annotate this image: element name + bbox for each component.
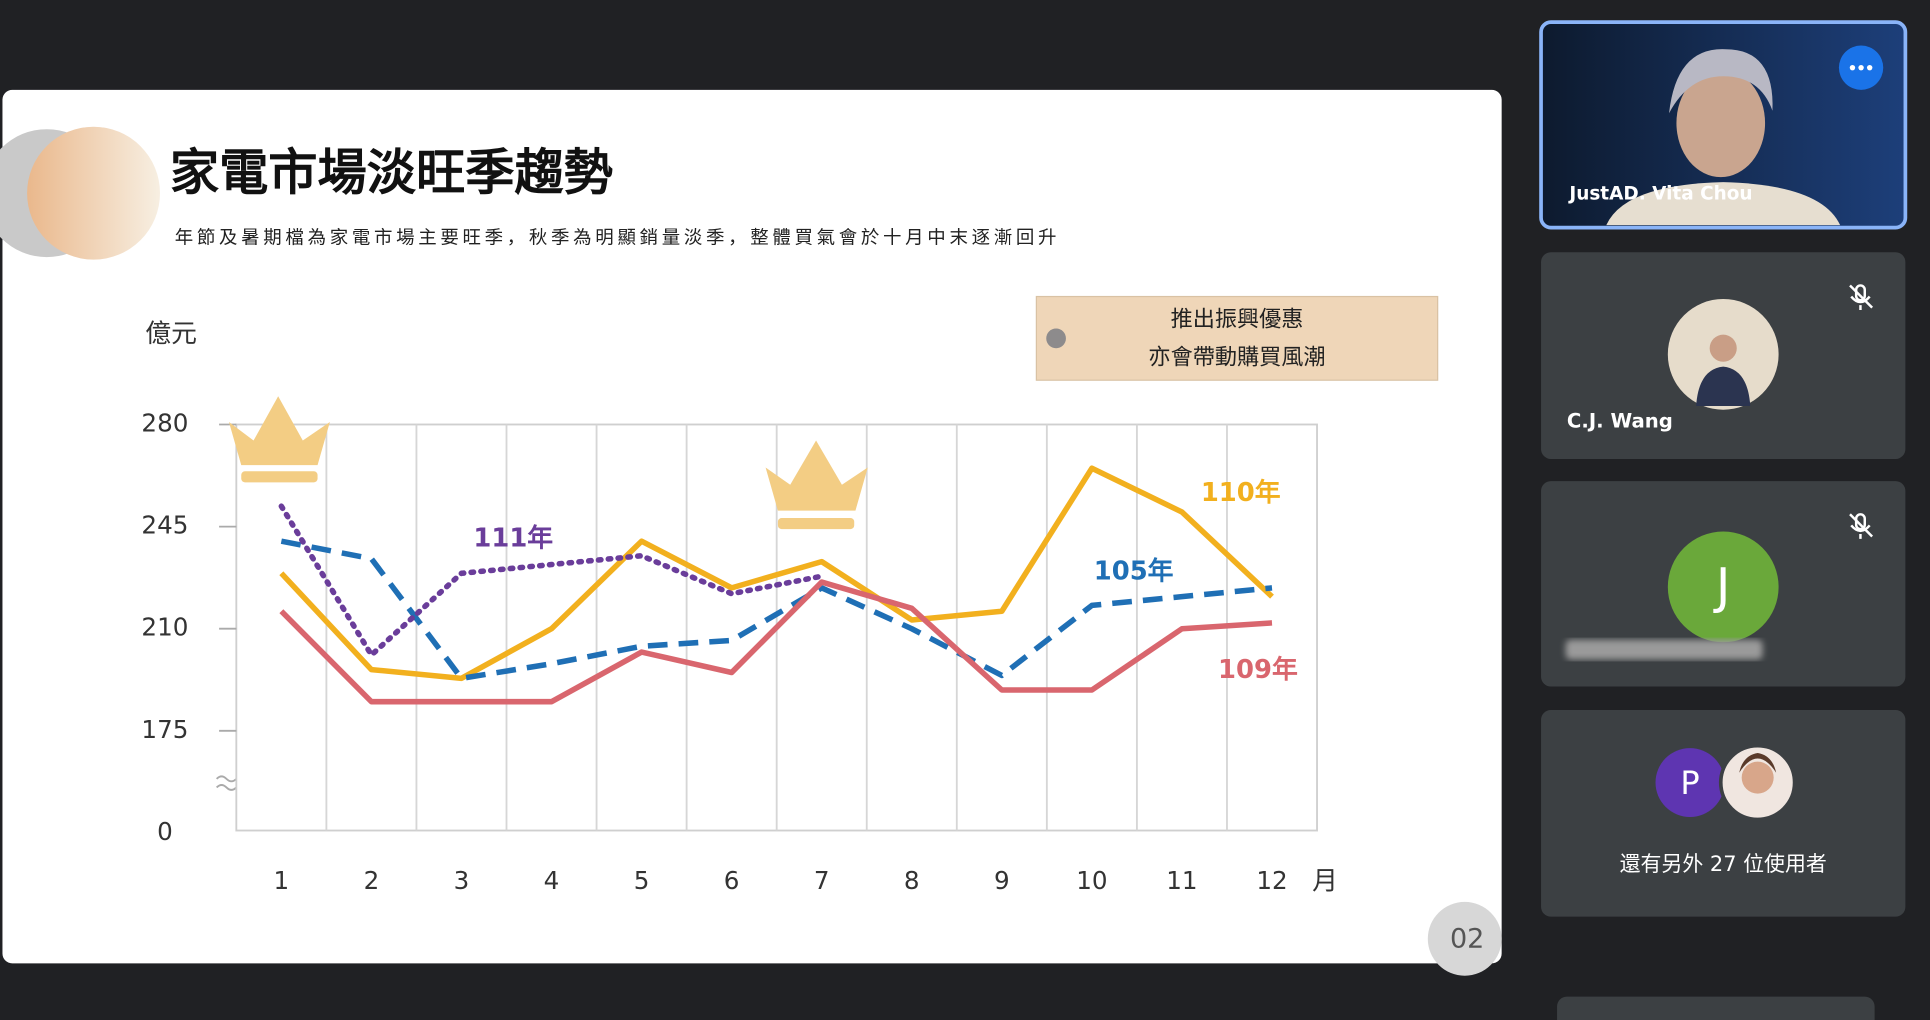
avatar-figure [1741, 761, 1774, 794]
slide-subtitle: 年節及暑期檔為家電市場主要旺季，秋季為明顯銷量淡季，整體買氣會於十月中末逐漸回升 [175, 228, 1060, 249]
avatar-initial: P [1680, 764, 1699, 802]
page-badge [1427, 901, 1502, 976]
x-unit: 月 [1312, 867, 1338, 897]
avatar-initial: J [1713, 557, 1731, 615]
y-tick-label: 280 [141, 408, 188, 437]
mic-off-icon [1849, 284, 1874, 311]
x-tick-label: 11 [1166, 866, 1197, 895]
y-tick-label: 175 [141, 715, 188, 744]
mic-off-icon [1849, 513, 1874, 539]
slide: 家電市場淡旺季趨勢 年節及暑期檔為家電市場主要旺季，秋季為明顯銷量淡季，整體買氣… [0, 89, 1502, 976]
x-tick-label: 3 [454, 866, 470, 895]
x-tick-label: 10 [1076, 866, 1107, 895]
series-line [279, 579, 1273, 705]
participant-panel: JustAD. Vita Chou C.J. Wang J P 還有另外 27 … [1539, 20, 1908, 1020]
x-tick-label: 1 [274, 866, 290, 895]
y-break-label: 0 [157, 817, 173, 846]
crown-icon [765, 440, 868, 530]
x-tick-label: 12 [1256, 866, 1287, 895]
partial-tile [1557, 996, 1875, 1020]
x-tick-label: 4 [544, 866, 560, 895]
series-label: 105年 [1094, 556, 1174, 587]
series-label: 111年 [473, 522, 553, 553]
callout-dot [1046, 328, 1066, 349]
deco-circle [27, 126, 161, 260]
participant-name: JustAD. Vita Chou [1567, 183, 1752, 204]
avatar-figure [1696, 366, 1751, 407]
avatar-circle [1667, 531, 1779, 643]
avatar-circle [1655, 748, 1725, 817]
avatar-figure [1739, 753, 1777, 773]
series-line [280, 538, 1273, 682]
series-line [279, 465, 1274, 682]
series-label: 110年 [1201, 477, 1281, 508]
page-number: 02 [1450, 924, 1484, 955]
blurred-name [1565, 639, 1763, 660]
callout-line: 推出振興優惠 [1171, 306, 1304, 332]
x-tick-label: 5 [634, 866, 650, 895]
x-tick-label: 8 [904, 866, 920, 895]
y-unit: 億元 [145, 319, 197, 349]
participant-name: C.J. Wang [1567, 410, 1673, 433]
series-label: 109年 [1218, 654, 1298, 685]
others-text: 還有另外 27 位使用者 [1620, 852, 1827, 876]
avatar-figure [1709, 334, 1737, 362]
x-tick-label: 2 [364, 866, 380, 895]
slide-title: 家電市場淡旺季趨勢 [170, 143, 613, 201]
y-tick-label: 245 [141, 511, 188, 540]
person-hair [1669, 49, 1773, 114]
x-tick-label: 7 [814, 866, 830, 895]
person-face [1676, 68, 1766, 178]
y-tick-label: 210 [141, 613, 188, 642]
x-tick-label: 6 [724, 866, 740, 895]
person-body [1606, 182, 1841, 226]
callout-box [1035, 295, 1439, 381]
x-tick-label: 9 [994, 866, 1010, 895]
others-tile[interactable] [1541, 709, 1906, 917]
axis-break [215, 775, 237, 791]
more-dots [1849, 64, 1873, 71]
callout-line: 亦會帶動購買風潮 [1148, 345, 1325, 371]
series-line [278, 503, 825, 658]
crown-icon [228, 396, 330, 483]
